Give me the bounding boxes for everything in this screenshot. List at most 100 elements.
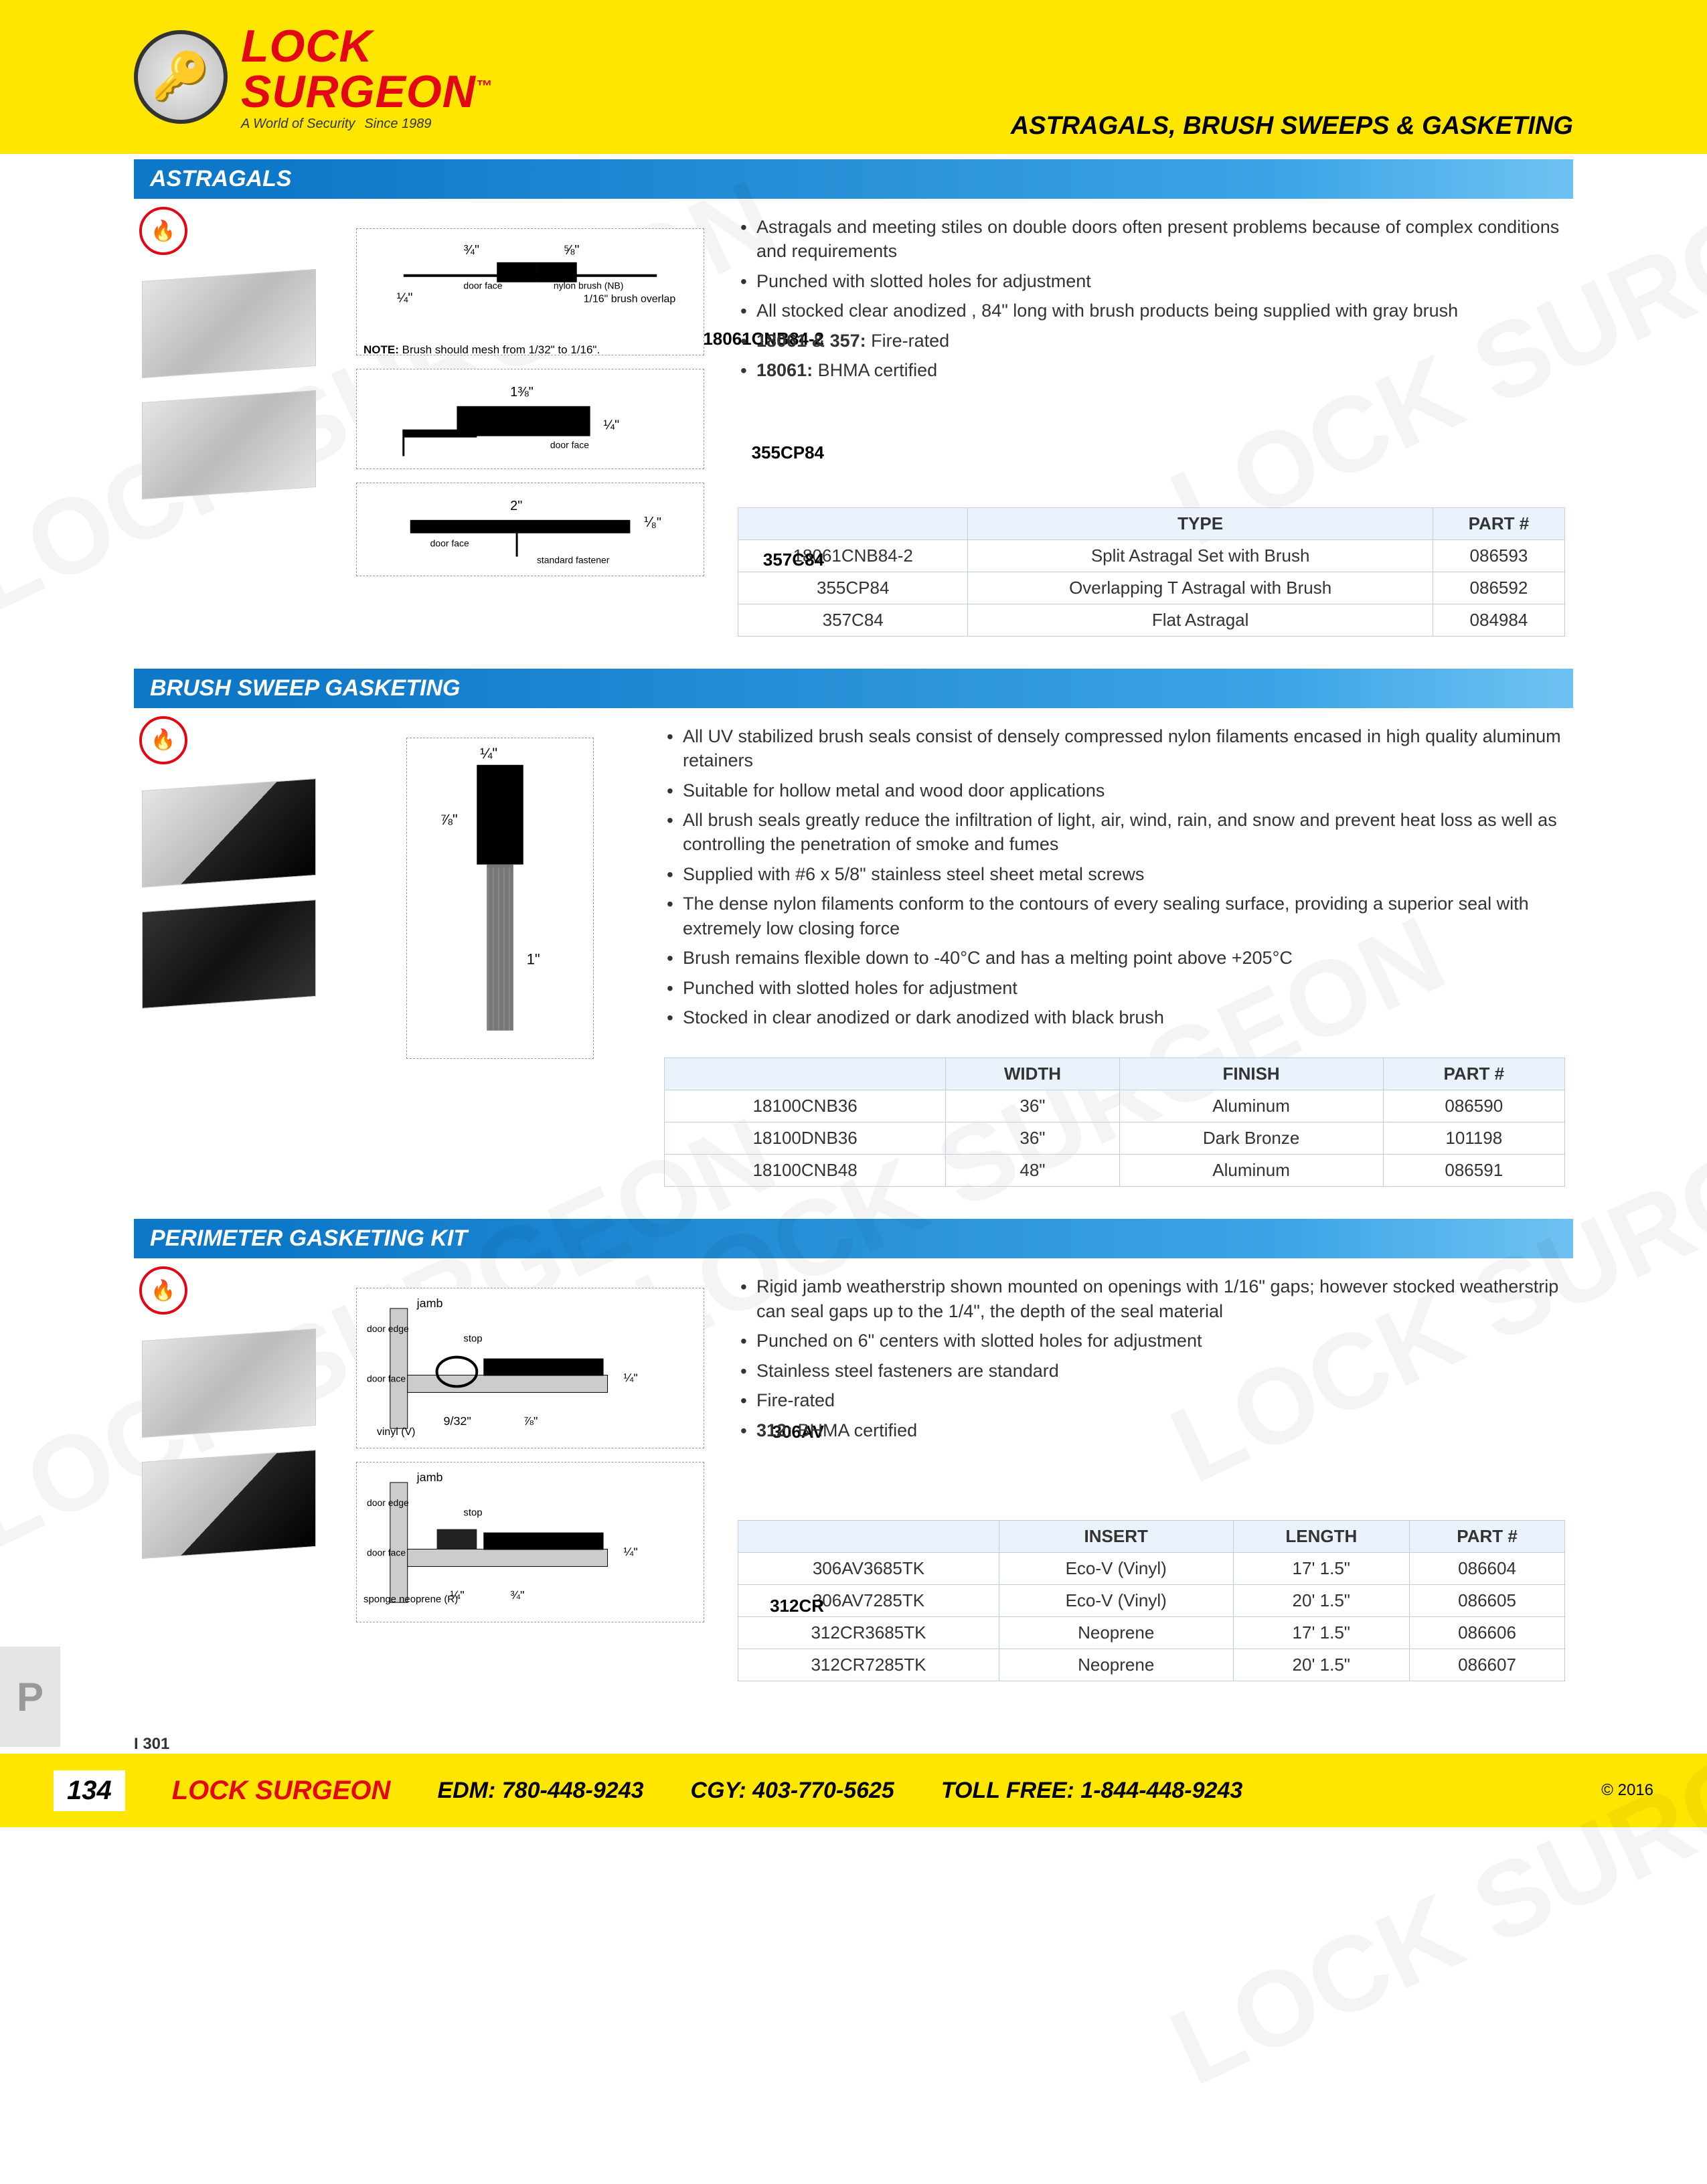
logo-text: LOCK SURGEON™ A World of Security Since … bbox=[241, 23, 493, 131]
th: INSERT bbox=[999, 1521, 1233, 1553]
table-cell: 086593 bbox=[1433, 539, 1564, 572]
table-cell: 18100DNB36 bbox=[665, 1122, 946, 1155]
bullets-perimeter: Rigid jamb weatherstrip shown mounted on… bbox=[738, 1274, 1565, 1448]
table-row: 312CR3685TKNeoprene17' 1.5"086606 bbox=[738, 1617, 1565, 1649]
table-cell: 084984 bbox=[1433, 604, 1564, 636]
logo-key-icon bbox=[134, 30, 228, 124]
footer-tollfree: TOLL FREE: 1-844-448-9243 bbox=[941, 1778, 1242, 1804]
footer-copyright: © 2016 bbox=[1601, 1781, 1653, 1800]
fire-rated-icon bbox=[139, 1266, 187, 1315]
table-cell: Neoprene bbox=[999, 1649, 1233, 1681]
svg-text:door edge: door edge bbox=[367, 1497, 409, 1508]
bullet: Supplied with #6 x 5/8" stainless steel … bbox=[664, 862, 1565, 886]
bullet: Punched on 6" centers with slotted holes… bbox=[738, 1329, 1565, 1353]
table-cell: 086590 bbox=[1383, 1090, 1564, 1122]
footer-bar: 134 LOCK SURGEON EDM: 780-448-9243 CGY: … bbox=[0, 1754, 1707, 1827]
table-cell: Aluminum bbox=[1119, 1090, 1383, 1122]
table-cell: 18100CNB48 bbox=[665, 1155, 946, 1187]
svg-text:stop: stop bbox=[463, 1333, 482, 1345]
svg-text:1⅜": 1⅜" bbox=[510, 385, 534, 400]
diagram-306av: jamb door edge door face stop vinyl (V) … bbox=[356, 1288, 704, 1448]
table-cell: 36" bbox=[946, 1090, 1119, 1122]
bullets-brush: All UV stabilized brush seals consist of… bbox=[664, 724, 1565, 1035]
table-cell: 306AV3685TK bbox=[738, 1553, 999, 1585]
table-cell: 355CP84 bbox=[738, 572, 968, 604]
svg-text:¼": ¼" bbox=[480, 745, 497, 762]
svg-text:jamb: jamb bbox=[416, 1296, 443, 1310]
th bbox=[665, 1058, 946, 1090]
table-cell: 18100CNB36 bbox=[665, 1090, 946, 1122]
section-bar-perimeter: PERIMETER GASKETING KIT bbox=[134, 1219, 1573, 1258]
table-row: 357C84Flat Astragal084984 bbox=[738, 604, 1565, 636]
svg-text:1/16" brush overlap: 1/16" brush overlap bbox=[584, 294, 676, 305]
bullet: Astragals and meeting stiles on double d… bbox=[738, 215, 1565, 264]
table-cell: 086607 bbox=[1410, 1649, 1565, 1681]
svg-text:vinyl (V): vinyl (V) bbox=[377, 1427, 416, 1438]
svg-text:⅝": ⅝" bbox=[564, 243, 580, 258]
bullet: The dense nylon filaments conform to the… bbox=[664, 892, 1565, 940]
bullet: Brush remains flexible down to -40°C and… bbox=[664, 946, 1565, 970]
svg-text:door face: door face bbox=[367, 1547, 406, 1558]
table-cell: Overlapping T Astragal with Brush bbox=[968, 572, 1433, 604]
svg-text:¼": ¼" bbox=[623, 1545, 637, 1559]
bullet: 18061: BHMA certified bbox=[738, 358, 1565, 382]
svg-text:door face: door face bbox=[367, 1373, 406, 1384]
thumb-astragal-2 bbox=[142, 390, 316, 499]
diagram-label: 312CR bbox=[770, 1596, 824, 1616]
th: FINISH bbox=[1119, 1058, 1383, 1090]
diagrams-brush: ¼" ⅞" 1" bbox=[356, 724, 644, 1187]
table-cell: Neoprene bbox=[999, 1617, 1233, 1649]
th: WIDTH bbox=[946, 1058, 1119, 1090]
diagram-312cr: jamb door edge door face stop sponge neo… bbox=[356, 1462, 704, 1622]
fire-rated-icon bbox=[139, 207, 187, 255]
th: PART # bbox=[1410, 1521, 1565, 1553]
svg-text:¾": ¾" bbox=[463, 243, 479, 258]
thumb-brush-2 bbox=[142, 900, 316, 1009]
svg-text:9/32": 9/32" bbox=[444, 1415, 471, 1428]
svg-text:¼": ¼" bbox=[397, 291, 413, 306]
th: LENGTH bbox=[1233, 1521, 1410, 1553]
table-cell: 20' 1.5" bbox=[1233, 1649, 1410, 1681]
table-row: 306AV3685TKEco-V (Vinyl)17' 1.5"086604 bbox=[738, 1553, 1565, 1585]
diagrams-perimeter: jamb door edge door face stop vinyl (V) … bbox=[356, 1274, 718, 1681]
table-cell: Aluminum bbox=[1119, 1155, 1383, 1187]
diagram-label: 355CP84 bbox=[752, 442, 824, 463]
table-astragals: TYPE PART # 18061CNB84-2Split Astragal S… bbox=[738, 507, 1565, 637]
svg-text:¼": ¼" bbox=[450, 1589, 464, 1602]
bullet: Suitable for hollow metal and wood door … bbox=[664, 778, 1565, 803]
bullets-astragals: Astragals and meeting stiles on double d… bbox=[738, 215, 1565, 388]
table-cell: 086606 bbox=[1410, 1617, 1565, 1649]
section-astragals: ¾" ⅝" ¼" 1/16" brush overlap door face n… bbox=[134, 199, 1573, 663]
brand-line1: LOCK bbox=[241, 23, 493, 69]
table-row: 355CP84Overlapping T Astragal with Brush… bbox=[738, 572, 1565, 604]
side-tab: P bbox=[0, 1647, 60, 1747]
content-brush: All UV stabilized brush seals consist of… bbox=[664, 724, 1565, 1187]
thumb-perimeter-1 bbox=[142, 1329, 316, 1438]
diagram-label: 357C84 bbox=[763, 550, 824, 570]
thumbnails-astragals bbox=[142, 215, 336, 637]
table-cell: Flat Astragal bbox=[968, 604, 1433, 636]
footer-edm: EDM: 780-448-9243 bbox=[437, 1778, 643, 1804]
table-cell: 20' 1.5" bbox=[1233, 1585, 1410, 1617]
table-row: 18100DNB3636"Dark Bronze101198 bbox=[665, 1122, 1565, 1155]
table-cell: 086604 bbox=[1410, 1553, 1565, 1585]
bullet: Punched with slotted holes for adjustmen… bbox=[738, 269, 1565, 293]
svg-text:1": 1" bbox=[527, 950, 540, 967]
bullet: Rigid jamb weatherstrip shown mounted on… bbox=[738, 1274, 1565, 1323]
table-cell: 312CR7285TK bbox=[738, 1649, 999, 1681]
svg-text:sponge neoprene (R): sponge neoprene (R) bbox=[363, 1594, 458, 1606]
section-bar-astragals: ASTRAGALS bbox=[134, 159, 1573, 199]
table-row: 18061CNB84-2Split Astragal Set with Brus… bbox=[738, 539, 1565, 572]
table-cell: 101198 bbox=[1383, 1122, 1564, 1155]
th bbox=[738, 507, 968, 539]
svg-text:⅞": ⅞" bbox=[523, 1415, 538, 1428]
table-cell: 086605 bbox=[1410, 1585, 1565, 1617]
svg-text:door edge: door edge bbox=[367, 1323, 409, 1334]
table-row: 18100CNB4848"Aluminum086591 bbox=[665, 1155, 1565, 1187]
svg-text:¼": ¼" bbox=[604, 418, 620, 433]
index-reference: I 301 bbox=[0, 1735, 1707, 1754]
footer-cgy: CGY: 403-770-5625 bbox=[691, 1778, 894, 1804]
content-perimeter: Rigid jamb weatherstrip shown mounted on… bbox=[738, 1274, 1565, 1681]
table-cell: 086591 bbox=[1383, 1155, 1564, 1187]
table-cell: Dark Bronze bbox=[1119, 1122, 1383, 1155]
